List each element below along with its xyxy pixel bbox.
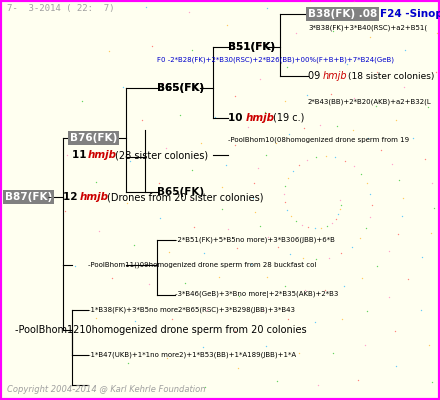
Text: hmjb: hmjb <box>88 150 117 160</box>
Text: -PoolBhom1210homogenized drone sperm from 20 colonies: -PoolBhom1210homogenized drone sperm fro… <box>15 325 307 335</box>
Text: -1*B38(FK)+3*B5no more2*B65(RSC)+3*B298(JBB)+3*B43: -1*B38(FK)+3*B5no more2*B65(RSC)+3*B298(… <box>88 307 295 313</box>
Text: Copyright 2004-2014 @ Karl Kehrle Foundation: Copyright 2004-2014 @ Karl Kehrle Founda… <box>7 386 205 394</box>
Text: (19 c.): (19 c.) <box>273 113 304 123</box>
Text: (18 sister colonies): (18 sister colonies) <box>348 72 434 80</box>
Text: B87(FK): B87(FK) <box>5 192 52 202</box>
Text: B51(FK): B51(FK) <box>228 42 275 52</box>
Text: F24 -Sinop62R: F24 -Sinop62R <box>380 9 440 19</box>
Text: 2*B43(BB)+2*B20(AKB)+a2+B32(L: 2*B43(BB)+2*B20(AKB)+a2+B32(L <box>308 99 432 105</box>
Text: 3*B38(FK)+3*B40(RSC)+a2+B51(: 3*B38(FK)+3*B40(RSC)+a2+B51( <box>308 25 427 31</box>
Text: (28 sister colonies): (28 sister colonies) <box>115 150 208 160</box>
Text: B51(FK): B51(FK) <box>228 42 275 52</box>
Text: hmjb: hmjb <box>246 113 275 123</box>
Text: hmjb: hmjb <box>80 192 109 202</box>
Text: 10: 10 <box>228 113 246 123</box>
Text: -: - <box>48 192 55 202</box>
Text: 09: 09 <box>308 71 323 81</box>
Text: -1*B47(UKB)+1*1no more2)+1*B53(BB)+1*A189(JBB)+1*A: -1*B47(UKB)+1*1no more2)+1*B53(BB)+1*A18… <box>88 352 296 358</box>
Text: 7-  3-2014 ( 22:  7): 7- 3-2014 ( 22: 7) <box>7 4 114 14</box>
Text: (Drones from 20 sister colonies): (Drones from 20 sister colonies) <box>107 192 264 202</box>
Text: B65(FK): B65(FK) <box>157 83 204 93</box>
Text: -2*B51(FK)+5*B5no more)+3*B306(JBB)+6*B: -2*B51(FK)+5*B5no more)+3*B306(JBB)+6*B <box>175 237 335 243</box>
Text: hmjb: hmjb <box>323 71 348 81</box>
Text: B38(FK) .08: B38(FK) .08 <box>308 9 377 19</box>
Text: B76(FK): B76(FK) <box>70 133 117 143</box>
Text: -PoolBhom10(08homogenized drone sperm from 19: -PoolBhom10(08homogenized drone sperm fr… <box>228 137 409 143</box>
Text: -PoolBhom11()09homogenized drone sperm from 28 buckfast col: -PoolBhom11()09homogenized drone sperm f… <box>88 262 316 268</box>
Text: F0 -2*B28(FK)+2*B30(RSC)+2*B26(BB)+00%(F+B+B)+7*B24(GeB): F0 -2*B28(FK)+2*B30(RSC)+2*B26(BB)+00%(F… <box>157 57 394 63</box>
Text: B65(FK): B65(FK) <box>157 83 204 93</box>
Text: -3*B46(GeB)+3*Bno more|+2*B35(AKB)+2*B3: -3*B46(GeB)+3*Bno more|+2*B35(AKB)+2*B3 <box>175 292 338 298</box>
Text: 12: 12 <box>63 192 81 202</box>
Text: B65(FK): B65(FK) <box>157 187 204 197</box>
Text: 11: 11 <box>72 150 90 160</box>
